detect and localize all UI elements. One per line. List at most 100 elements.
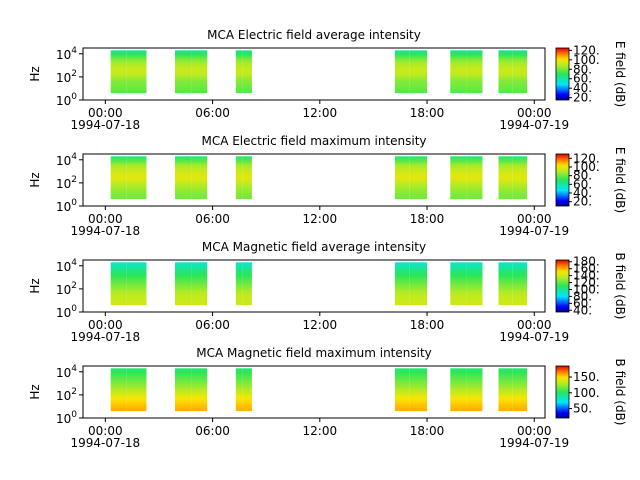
x-tick-label: 12:00	[303, 212, 338, 226]
spectrogram-segment	[175, 156, 192, 200]
colorbar-tick-label: 160.	[573, 262, 600, 276]
colorbar-tick-label: 60.	[573, 177, 592, 191]
colorbar-tick-label: 50.	[573, 402, 592, 416]
colorbar	[555, 153, 570, 207]
y-tick-label: 104	[56, 258, 77, 274]
spectrogram-segment	[191, 368, 208, 412]
colorbar-tick-label: 120.	[573, 151, 600, 165]
axes-frame	[82, 259, 546, 313]
x-tick-label: 06:00	[195, 212, 230, 226]
spectrogram-segment	[466, 262, 483, 306]
x-tick-label: 00:00	[88, 424, 123, 438]
spectrogram-segment	[243, 262, 252, 306]
colorbar-tick-label: 180.	[573, 255, 600, 269]
y-axis-label: Hz	[28, 66, 42, 81]
spectrogram-segment	[498, 156, 513, 200]
spectrogram-segment	[498, 262, 513, 306]
spectrogram-segment	[512, 156, 528, 200]
x-tick-label: 00:00	[88, 212, 123, 226]
x-tick-label: 12:00	[303, 318, 338, 332]
x-tick-date-label: 1994-07-19	[499, 436, 569, 450]
panel-3: MCA Magnetic field average intensity 100 1…	[28, 240, 627, 344]
spectrogram-segment	[175, 368, 192, 412]
spectrogram-segment	[394, 50, 410, 94]
y-axis-label: Hz	[28, 384, 42, 399]
x-tick-date-label: 1994-07-18	[70, 118, 140, 132]
colorbar	[555, 365, 570, 419]
colorbar-tick-label: 100.	[573, 282, 600, 296]
y-tick-label: 104	[56, 46, 77, 62]
y-tick-label: 102	[56, 69, 77, 85]
x-tick-date-label: 1994-07-18	[70, 436, 140, 450]
spectrogram-segment	[498, 368, 513, 412]
colorbar-tick-label: 150.	[573, 370, 600, 384]
spectrogram-segment	[126, 368, 147, 412]
spectrogram-segment	[243, 50, 252, 94]
spectrogram-segment	[409, 156, 428, 200]
spectrogram-segment	[498, 50, 513, 94]
panel-title: MCA Electric field maximum intensity	[201, 134, 426, 148]
x-tick-label: 18:00	[410, 318, 445, 332]
panel-title: MCA Magnetic field maximum intensity	[196, 346, 432, 360]
spectrogram-segment	[409, 262, 428, 306]
axes-frame	[82, 153, 546, 207]
spectrogram-segment	[235, 156, 243, 200]
spectrogram-segment	[126, 50, 147, 94]
spectrogram-segment	[126, 262, 147, 306]
x-tick-date-label: 1994-07-19	[499, 224, 569, 238]
spectrogram-segment	[450, 368, 467, 412]
colorbar-tick-label: 80.	[573, 169, 592, 183]
spectrogram-segment	[235, 50, 243, 94]
spectrogram-segment	[394, 368, 410, 412]
colorbar-tick-label: 120.	[573, 43, 600, 57]
y-tick-label: 100	[56, 410, 77, 426]
axes-frame	[82, 365, 546, 419]
spectrogram-segment	[243, 156, 252, 200]
spectrogram-segment	[110, 262, 127, 306]
y-axis-label: Hz	[28, 172, 42, 187]
x-tick-date-label: 1994-07-18	[70, 224, 140, 238]
spectrogram-segment	[175, 50, 192, 94]
spectrogram-segment	[512, 50, 528, 94]
spectrogram-segment	[243, 368, 252, 412]
colorbar-tick-label: 40.	[573, 81, 592, 95]
spectrogram-segment	[126, 156, 147, 200]
spectrogram-segment	[175, 262, 192, 306]
axes-frame	[82, 47, 546, 101]
spectrogram-segment	[450, 156, 467, 200]
colorbar-tick-label: 20.	[573, 195, 592, 209]
spectrogram-segment	[466, 368, 483, 412]
spectrogram-segment	[450, 262, 467, 306]
spectrogram-segment	[110, 156, 127, 200]
spectrogram-segment	[110, 368, 127, 412]
spectrogram-segment	[191, 262, 208, 306]
colorbar-label: B field (dB)	[613, 253, 627, 320]
x-tick-label: 00:00	[517, 424, 552, 438]
x-tick-label: 06:00	[195, 318, 230, 332]
spectrogram-segment	[466, 156, 483, 200]
colorbar-tick-label: 80.	[573, 289, 592, 303]
colorbar-label: E field (dB)	[613, 147, 627, 213]
spectrogram-segment	[512, 368, 528, 412]
x-tick-date-label: 1994-07-19	[499, 118, 569, 132]
x-tick-date-label: 1994-07-18	[70, 330, 140, 344]
x-tick-label: 00:00	[88, 106, 123, 120]
panel-title: MCA Electric field average intensity	[207, 28, 421, 42]
y-tick-label: 102	[56, 281, 77, 297]
spectrogram-segment	[394, 156, 410, 200]
colorbar-tick-label: 100.	[573, 386, 600, 400]
colorbar-tick-label: 60.	[573, 72, 592, 86]
spectrogram-segment	[191, 50, 208, 94]
colorbar-tick-label: 40.	[573, 303, 592, 317]
spectrogram-segment	[235, 262, 243, 306]
y-tick-label: 100	[56, 92, 77, 108]
spectrogram-segment	[409, 368, 428, 412]
colorbar-tick-label: 40.	[573, 186, 592, 200]
spectrogram-segment	[191, 156, 208, 200]
spectrogram-segment	[512, 262, 528, 306]
colorbar	[555, 47, 570, 101]
spectrogram-segment	[110, 50, 127, 94]
spectrogram-segment	[394, 262, 410, 306]
colorbar-tick-label: 80.	[573, 62, 592, 76]
